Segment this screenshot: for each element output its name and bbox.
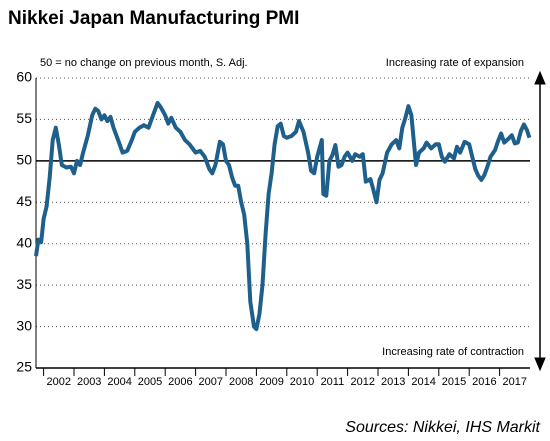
y-tick-label: 35 [16,276,32,292]
y-tick-label: 40 [16,234,32,250]
y-tick-label: 60 [16,69,32,85]
x-tick-label: 2004 [107,376,131,388]
annotation: Increasing rate of expansion [386,57,524,69]
y-tick-label: 25 [16,359,32,375]
chart-subtitle: 50 = no change on previous month, S. Adj… [40,57,248,69]
x-tick-label: 2007 [199,376,223,388]
x-tick-label: 2002 [47,376,71,388]
x-tick-label: 2014 [411,376,435,388]
arrow-head-up [534,70,546,85]
chart-title: Nikkei Japan Manufacturing PMI [8,8,299,29]
y-tick-label: 55 [16,110,32,126]
arrow-head-down [534,357,546,372]
annotation: Increasing rate of contraction [382,346,524,358]
source: Sources: Nikkei, IHS Markit [345,419,540,436]
arrow [534,70,546,372]
y-tick-label: 30 [16,317,32,333]
x-tick-label: 2013 [381,376,405,388]
x-tick-label: 2009 [259,376,283,388]
x-tick-label: 2010 [290,376,314,388]
x-tick-label: 2016 [472,376,496,388]
y-tick-label: 50 [16,152,32,168]
x-tick-label: 2005 [138,376,162,388]
x-tick-label: 2012 [351,376,375,388]
y-tick-label: 45 [16,193,32,209]
x-tick-label: 2008 [229,376,253,388]
x-tick-label: 2017 [503,376,527,388]
x-tick-label: 2015 [442,376,466,388]
x-tick-label: 2006 [168,376,192,388]
x-tick-label: 2011 [321,376,345,388]
series-line [34,100,532,332]
x-tick-label: 2003 [77,376,101,388]
